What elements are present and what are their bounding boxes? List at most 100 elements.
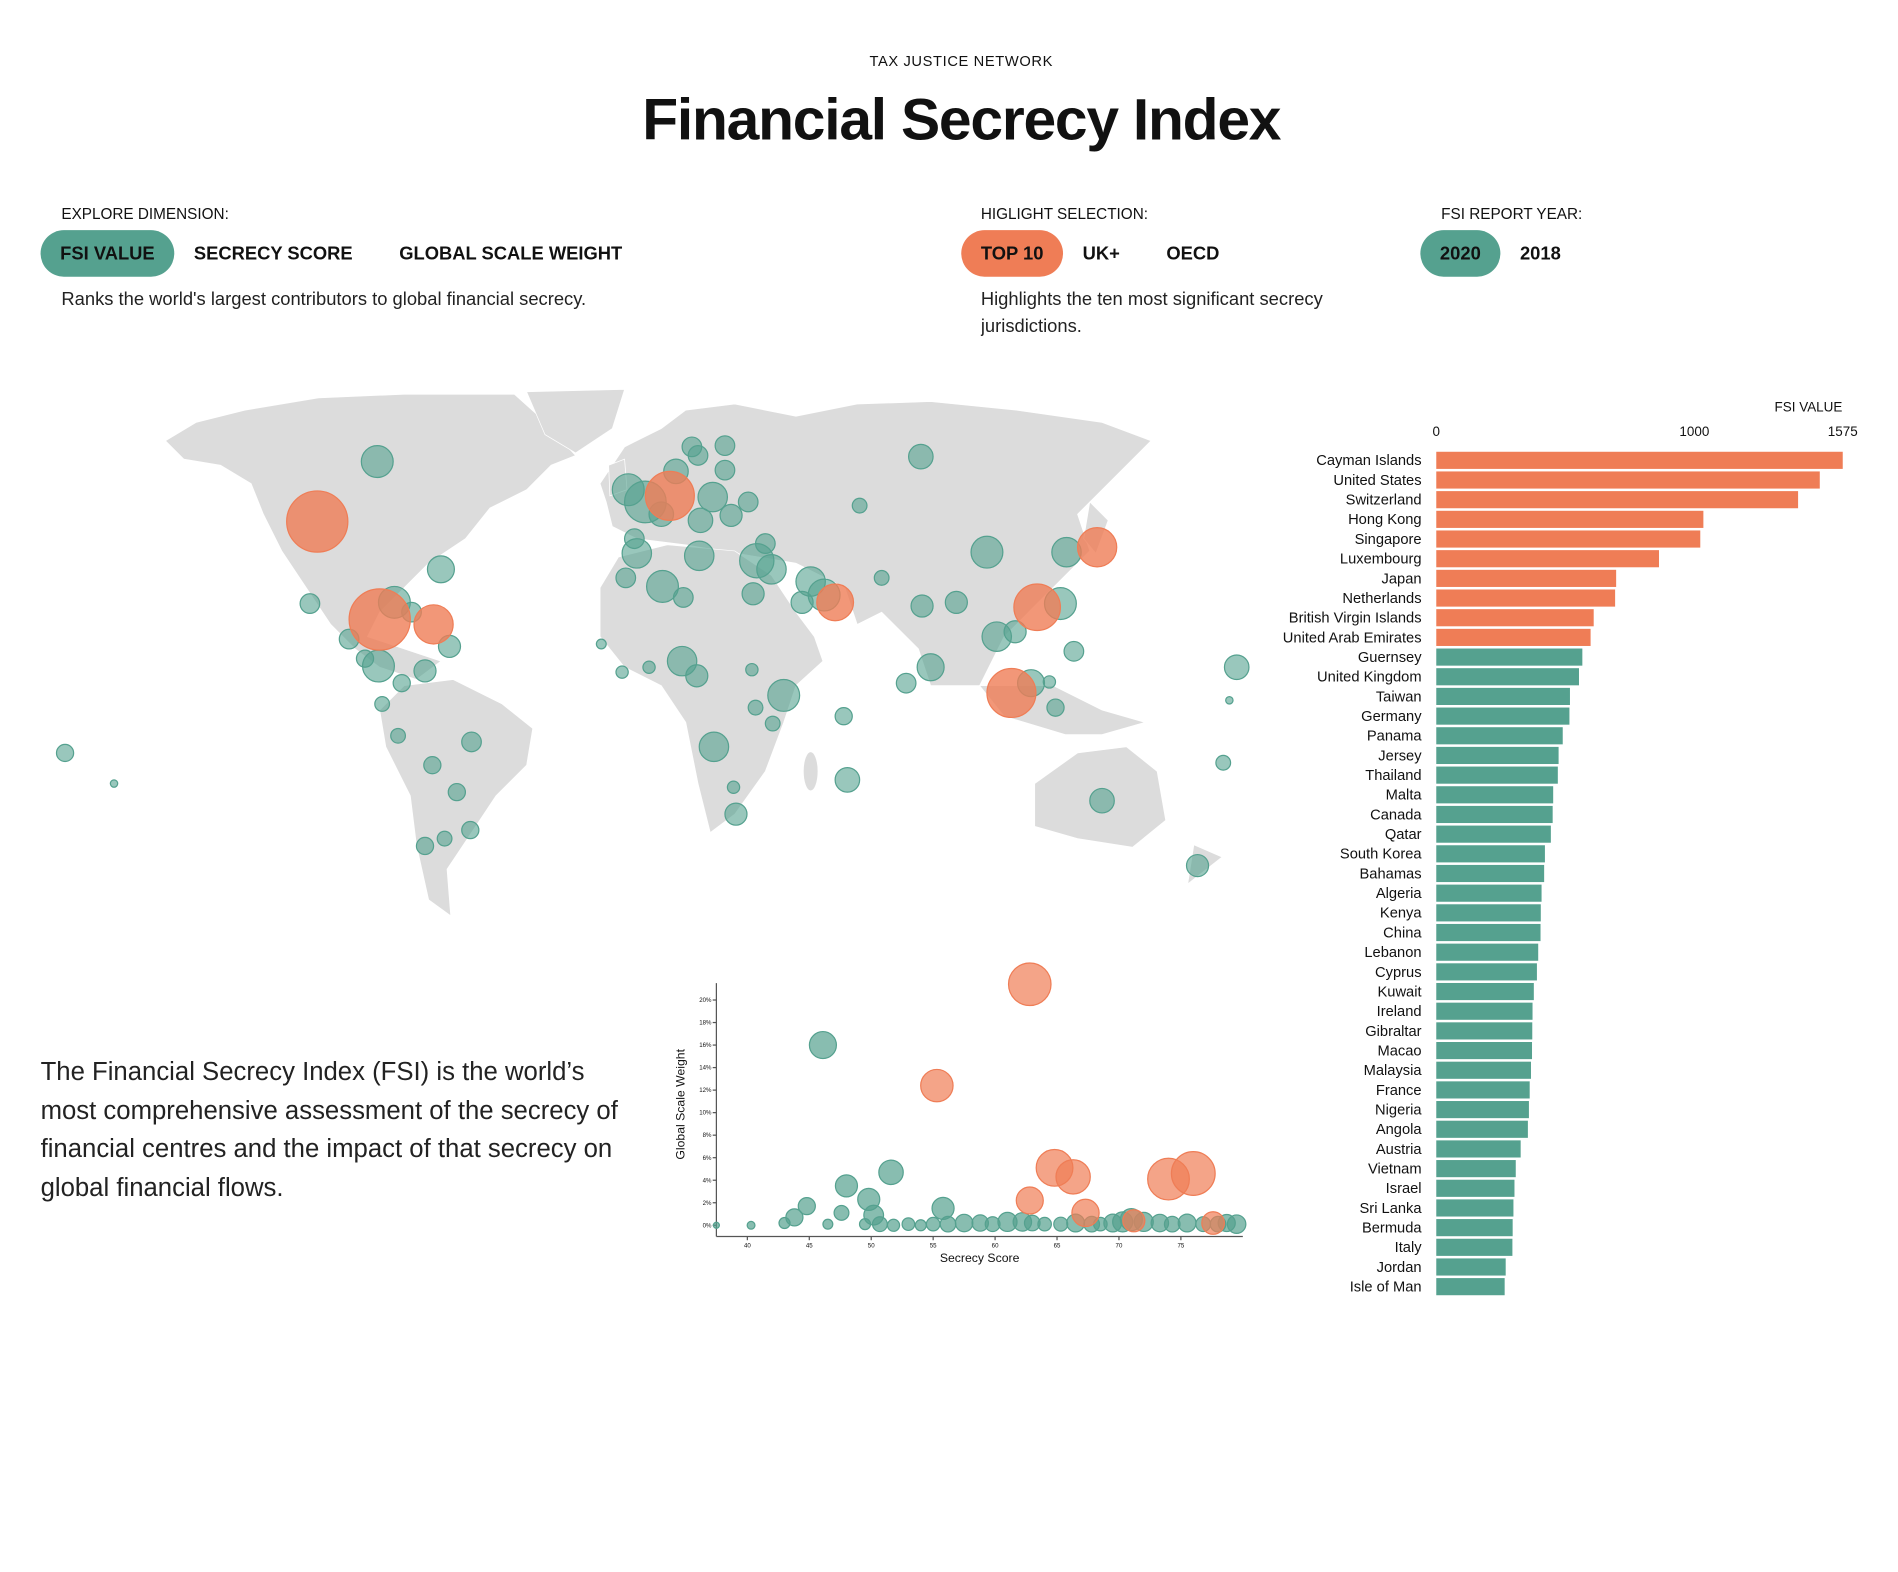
- map-bubble[interactable]: [754, 533, 776, 554]
- map-bubble[interactable]: [595, 638, 607, 650]
- map-bubble[interactable]: [895, 672, 917, 694]
- bubble[interactable]: [797, 1196, 816, 1216]
- bubble[interactable]: [914, 1219, 927, 1232]
- bubble[interactable]: [1055, 1159, 1091, 1195]
- bubble[interactable]: [1177, 1213, 1197, 1233]
- bar[interactable]: [1436, 845, 1545, 863]
- map-bubble[interactable]: [374, 696, 391, 712]
- map-bubble[interactable]: [724, 802, 748, 826]
- map-bubble[interactable]: [767, 678, 801, 712]
- map-bubble[interactable]: [970, 535, 1004, 569]
- bar[interactable]: [1436, 1120, 1528, 1138]
- map-bubble[interactable]: [392, 673, 411, 693]
- toggle-pill[interactable]: [1420, 230, 1501, 277]
- map-bubble[interactable]: [683, 540, 715, 572]
- map-bubble[interactable]: [390, 727, 407, 744]
- map-bubble[interactable]: [1076, 527, 1118, 568]
- bubble[interactable]: [822, 1218, 834, 1230]
- bar[interactable]: [1436, 687, 1570, 706]
- bar[interactable]: [1436, 786, 1554, 804]
- map-bubble[interactable]: [1063, 640, 1085, 662]
- map-bubble[interactable]: [873, 569, 890, 586]
- map-bubble[interactable]: [644, 470, 695, 521]
- bar[interactable]: [1436, 668, 1579, 686]
- bar[interactable]: [1436, 491, 1799, 509]
- map-bubble[interactable]: [615, 567, 637, 589]
- bar[interactable]: [1436, 510, 1704, 528]
- toggle-option[interactable]: 2020: [1440, 243, 1481, 264]
- bar[interactable]: [1436, 825, 1551, 843]
- map-bubble[interactable]: [851, 497, 868, 514]
- map-bubble[interactable]: [1013, 583, 1062, 632]
- bar[interactable]: [1436, 530, 1701, 548]
- bar[interactable]: [1436, 589, 1616, 607]
- map-bubble[interactable]: [741, 582, 765, 606]
- map-bubble[interactable]: [55, 743, 75, 763]
- bar[interactable]: [1436, 1219, 1513, 1237]
- bar[interactable]: [1436, 1081, 1530, 1099]
- map-bubble[interactable]: [461, 731, 482, 753]
- map-bubble[interactable]: [714, 435, 736, 457]
- bar[interactable]: [1436, 550, 1659, 568]
- bubble[interactable]: [712, 1221, 721, 1229]
- bubble[interactable]: [808, 1030, 838, 1060]
- toggle-option[interactable]: FSI VALUE: [60, 243, 155, 264]
- bar[interactable]: [1436, 707, 1570, 725]
- map-bubble[interactable]: [642, 660, 656, 674]
- bar[interactable]: [1436, 451, 1843, 469]
- map-bubble[interactable]: [714, 459, 736, 481]
- map-bubble[interactable]: [745, 662, 759, 677]
- map-bubble[interactable]: [461, 820, 480, 840]
- map-bubble[interactable]: [834, 707, 853, 726]
- map-bubble[interactable]: [764, 715, 781, 732]
- bubble[interactable]: [1037, 1216, 1052, 1232]
- bar[interactable]: [1436, 982, 1534, 1001]
- bar[interactable]: [1436, 609, 1594, 627]
- bar[interactable]: [1436, 904, 1541, 922]
- map-bubble[interactable]: [726, 780, 741, 794]
- bar[interactable]: [1436, 864, 1545, 883]
- bubble[interactable]: [925, 1216, 941, 1232]
- bubble[interactable]: [1007, 962, 1052, 1007]
- bubble[interactable]: [834, 1174, 859, 1198]
- bubble[interactable]: [1122, 1209, 1146, 1233]
- bubble[interactable]: [954, 1213, 974, 1233]
- bar[interactable]: [1436, 569, 1617, 587]
- bubble[interactable]: [778, 1216, 791, 1230]
- map-bubble[interactable]: [415, 836, 435, 856]
- map-bubble[interactable]: [360, 445, 394, 479]
- bubble[interactable]: [746, 1220, 756, 1230]
- bar[interactable]: [1436, 1002, 1533, 1020]
- bar[interactable]: [1436, 1042, 1533, 1060]
- toggle-pill[interactable]: [961, 230, 1064, 277]
- toggle-option[interactable]: TOP 10: [981, 243, 1044, 264]
- map-bubble[interactable]: [907, 443, 934, 470]
- toggle-option[interactable]: SECRECY SCORE: [194, 243, 353, 264]
- map-bubble[interactable]: [413, 659, 437, 683]
- map-bubble[interactable]: [413, 604, 454, 645]
- bar[interactable]: [1436, 805, 1553, 824]
- bar[interactable]: [1436, 943, 1539, 961]
- bubble[interactable]: [833, 1204, 850, 1221]
- bar[interactable]: [1436, 1258, 1506, 1276]
- map-bubble[interactable]: [1042, 675, 1057, 689]
- bubble[interactable]: [920, 1068, 954, 1103]
- bar[interactable]: [1436, 471, 1820, 489]
- map-bubble[interactable]: [944, 590, 968, 614]
- map-bubble[interactable]: [685, 664, 709, 688]
- map-bubble[interactable]: [1215, 754, 1232, 771]
- map-bubble[interactable]: [1003, 620, 1027, 644]
- map-bubble[interactable]: [1185, 853, 1210, 878]
- toggle-option[interactable]: UK+: [1083, 243, 1120, 264]
- map-bubble[interactable]: [621, 538, 653, 569]
- bar[interactable]: [1436, 923, 1541, 942]
- bar[interactable]: [1436, 648, 1583, 666]
- bar[interactable]: [1436, 1238, 1513, 1256]
- bar[interactable]: [1436, 963, 1537, 981]
- bar[interactable]: [1436, 628, 1591, 646]
- map-bubble[interactable]: [719, 503, 743, 528]
- bar[interactable]: [1436, 746, 1559, 765]
- map-bubble[interactable]: [756, 553, 787, 585]
- bar[interactable]: [1436, 1101, 1529, 1119]
- map-bubble[interactable]: [447, 782, 467, 802]
